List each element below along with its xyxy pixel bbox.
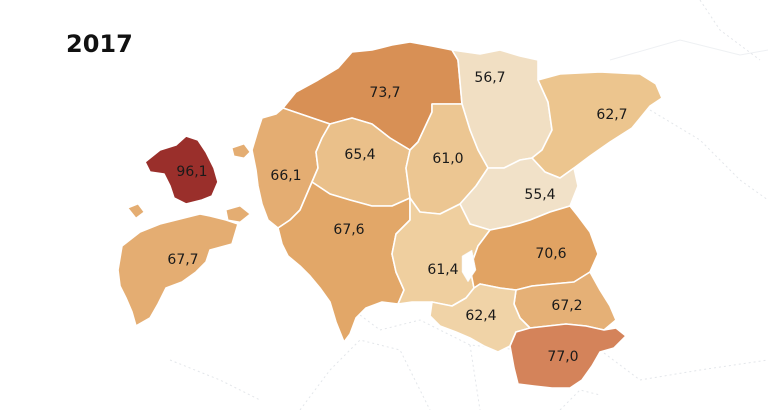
neighbor-borders <box>169 0 768 411</box>
label-jarva: 61,0 <box>432 151 463 167</box>
label-rapla: 65,4 <box>344 147 375 163</box>
label-harju: 73,7 <box>369 85 400 101</box>
islands <box>127 143 477 283</box>
region-hiiu[interactable] <box>144 135 219 205</box>
region-saare[interactable] <box>117 213 239 327</box>
county-shapes <box>117 41 663 389</box>
label-tartu: 70,6 <box>535 246 566 262</box>
label-laane: 66,1 <box>270 168 301 184</box>
label-laane-viru: 56,7 <box>474 70 505 86</box>
label-hiiu: 96,1 <box>176 164 207 180</box>
label-valga: 62,4 <box>465 308 496 324</box>
label-ida-viru: 62,7 <box>596 107 627 123</box>
region-voru[interactable] <box>509 323 627 389</box>
region-ida-viru[interactable] <box>531 71 663 179</box>
map-title: 2017 <box>66 30 133 58</box>
region-labels: 73,7 56,7 62,7 96,1 66,1 65,4 61,0 55,4 … <box>167 70 627 365</box>
label-saare: 67,7 <box>167 252 198 268</box>
label-polva: 67,2 <box>551 298 582 314</box>
label-parnu: 67,6 <box>333 222 364 238</box>
label-jogeva: 55,4 <box>524 187 555 203</box>
label-viljandi: 61,4 <box>427 262 458 278</box>
label-voru: 77,0 <box>547 349 578 365</box>
